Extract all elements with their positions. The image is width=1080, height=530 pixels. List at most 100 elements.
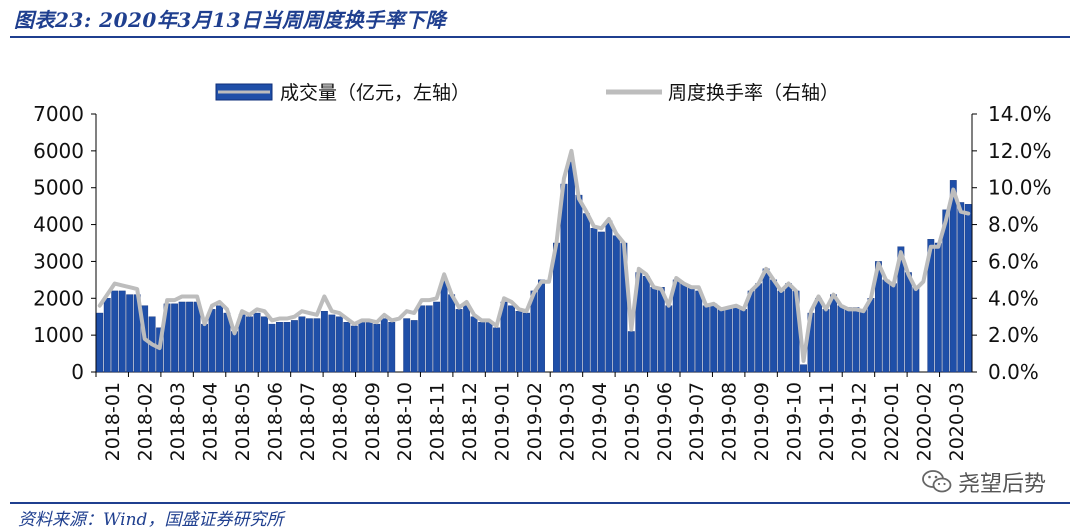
volume-bar bbox=[755, 283, 763, 373]
x-tick-label: 2019-01 bbox=[492, 382, 514, 461]
volume-bar bbox=[740, 309, 748, 373]
volume-bar bbox=[732, 305, 740, 373]
left-tick-label: 7000 bbox=[33, 102, 84, 126]
volume-bar bbox=[320, 310, 328, 373]
volume-bar bbox=[380, 318, 388, 373]
volume-bar bbox=[268, 323, 276, 373]
x-tick-label: 2020-01 bbox=[881, 382, 903, 461]
right-tick-label: 4.0% bbox=[988, 286, 1039, 310]
volume-bar bbox=[118, 290, 126, 373]
x-tick-label: 2019-05 bbox=[621, 382, 643, 461]
volume-bar bbox=[897, 246, 905, 373]
volume-bar bbox=[178, 301, 186, 373]
volume-bar bbox=[695, 290, 703, 373]
watermark-text: 尧望后势 bbox=[957, 472, 1046, 497]
title-divider bbox=[10, 36, 1070, 38]
volume-bar bbox=[680, 283, 688, 373]
volume-bar bbox=[433, 301, 441, 373]
x-axis-ticks: 2018-01 2018-02 2018-03 2018-04 2018-05 2018-… bbox=[95, 372, 968, 461]
volume-bar bbox=[590, 228, 598, 373]
volume-bar bbox=[103, 298, 111, 373]
volume-bar bbox=[111, 290, 119, 373]
volume-bar bbox=[455, 309, 463, 373]
x-tick-label: 2018-04 bbox=[200, 382, 222, 461]
volume-bar bbox=[410, 320, 418, 373]
right-tick-label: 14.0% bbox=[988, 102, 1052, 126]
right-tick-label: 10.0% bbox=[988, 176, 1052, 200]
volume-bar bbox=[710, 303, 718, 373]
volume-bar bbox=[335, 316, 343, 373]
x-tick-label: 2020-03 bbox=[946, 382, 968, 461]
volume-bar bbox=[216, 305, 223, 373]
left-axis-ticks: 0 1000 2000 3000 4000 5000 6000 7000 bbox=[33, 102, 96, 384]
volume-bar bbox=[96, 312, 104, 373]
volume-bar bbox=[231, 331, 238, 373]
volume-bar bbox=[246, 316, 253, 373]
volume-bar bbox=[815, 298, 822, 373]
volume-bar bbox=[568, 161, 575, 373]
right-axis-ticks: 0.0% 2.0% 4.0% 6.0% 8.0% 10.0% 12.0% 14.0% bbox=[972, 102, 1052, 384]
chart-canvas: 0 1000 2000 3000 4000 5000 6000 7000 0.0% 2.0% 4.… bbox=[33, 82, 1052, 461]
volume-bar bbox=[582, 213, 590, 373]
volume-bar bbox=[208, 309, 216, 373]
volume-bar bbox=[657, 287, 665, 373]
volume-bar bbox=[762, 268, 770, 373]
volume-bar bbox=[747, 290, 755, 373]
volume-bar bbox=[904, 272, 912, 373]
volume-bar bbox=[882, 279, 890, 373]
volume-bar bbox=[523, 312, 530, 373]
volume-bar bbox=[126, 294, 134, 373]
volume-bar bbox=[934, 242, 942, 373]
watermark: 尧望后势 bbox=[922, 466, 1046, 498]
right-tick-label: 8.0% bbox=[988, 213, 1039, 237]
volume-bar bbox=[702, 305, 710, 373]
volume-bar bbox=[358, 322, 366, 373]
volume-bar bbox=[283, 322, 291, 373]
volume-bar bbox=[942, 209, 950, 373]
volume-bar bbox=[777, 290, 785, 373]
volume-bar bbox=[612, 235, 620, 373]
volume-bar bbox=[575, 194, 583, 373]
x-tick-label: 2018-05 bbox=[232, 382, 254, 461]
x-tick-label: 2019-02 bbox=[524, 382, 546, 461]
x-tick-label: 2019-11 bbox=[816, 382, 838, 461]
x-tick-label: 2018-09 bbox=[362, 382, 384, 461]
x-tick-label: 2019-09 bbox=[751, 382, 773, 461]
volume-bar bbox=[171, 303, 179, 373]
volume-bar bbox=[343, 322, 351, 373]
x-tick-label: 2018-11 bbox=[427, 382, 449, 461]
right-tick-label: 12.0% bbox=[988, 139, 1052, 163]
volume-bar bbox=[837, 305, 845, 373]
right-tick-label: 2.0% bbox=[988, 323, 1039, 347]
volume-bar bbox=[822, 309, 830, 373]
x-tick-label: 2018-03 bbox=[167, 382, 189, 461]
volume-bar bbox=[418, 305, 426, 373]
volume-bar bbox=[403, 318, 411, 373]
x-tick-label: 2018-08 bbox=[329, 382, 351, 461]
left-tick-label: 4000 bbox=[33, 213, 84, 237]
x-tick-label: 2018-12 bbox=[459, 382, 481, 461]
volume-bar bbox=[485, 322, 493, 373]
volume-bar bbox=[852, 307, 860, 373]
source-note: 资料来源：Wind，国盛证券研究所 bbox=[18, 510, 284, 530]
left-tick-label: 3000 bbox=[33, 249, 84, 273]
volume-bar bbox=[388, 322, 396, 373]
left-tick-label: 1000 bbox=[33, 323, 84, 347]
volume-bar bbox=[478, 322, 486, 373]
chart-legend: 成交量（亿元，左轴） 周度换手率（右轴） bbox=[215, 82, 839, 104]
legend-label-turnover: 周度换手率（右轴） bbox=[668, 82, 839, 104]
volume-bar bbox=[912, 287, 920, 373]
x-tick-label: 2018-01 bbox=[102, 382, 124, 461]
legend-label-volume: 成交量（亿元，左轴） bbox=[280, 82, 470, 104]
volume-bar bbox=[717, 309, 725, 373]
x-tick-label: 2018-07 bbox=[297, 382, 319, 461]
x-tick-label: 2018-02 bbox=[135, 382, 157, 461]
volume-bar bbox=[957, 202, 965, 373]
volume-bar bbox=[687, 287, 695, 373]
volume-bar bbox=[350, 325, 358, 373]
right-tick-label: 6.0% bbox=[988, 249, 1039, 273]
volume-bar bbox=[650, 287, 658, 373]
volume-bar bbox=[508, 305, 515, 373]
volume-bar bbox=[845, 307, 852, 373]
volume-bar bbox=[290, 320, 298, 373]
